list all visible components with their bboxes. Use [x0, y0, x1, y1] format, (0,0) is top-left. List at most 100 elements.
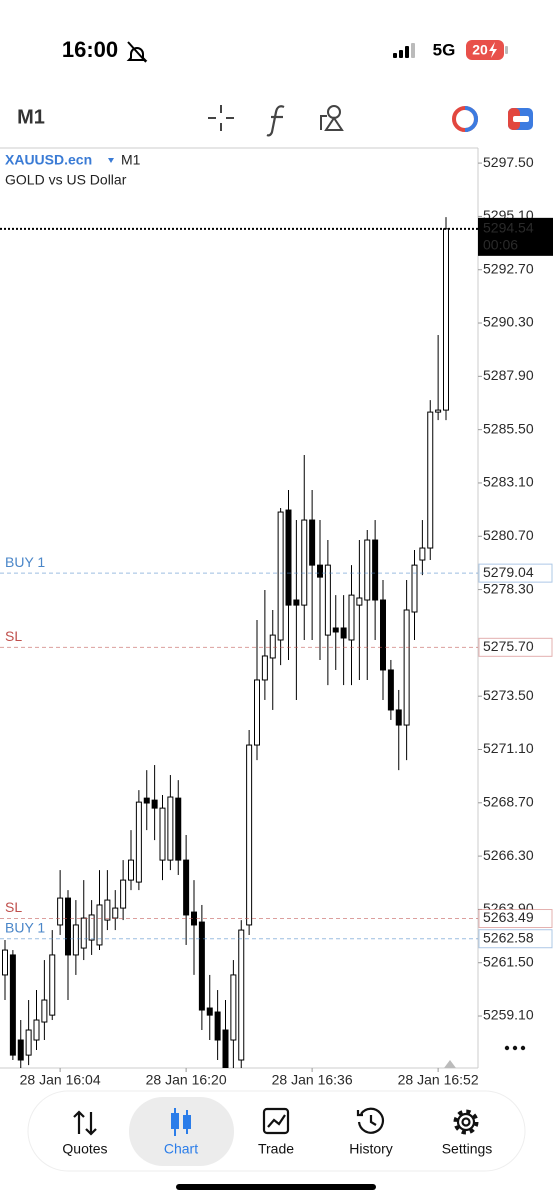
- candle-body-up: [238, 929, 245, 1061]
- candle-body-up: [348, 594, 355, 641]
- candle-body-up: [112, 907, 119, 919]
- candle-body-down: [380, 599, 386, 671]
- tab-label[interactable]: Settings: [442, 1141, 493, 1157]
- candle-body-down: [198, 921, 205, 1011]
- y-tick-label: 5297.50: [483, 154, 534, 170]
- level-name: BUY 1: [5, 919, 45, 935]
- scroll-marker[interactable]: [444, 1060, 456, 1068]
- y-tick-label: 5266.30: [483, 847, 534, 863]
- candle-body-up: [443, 228, 449, 411]
- candle-body-down: [387, 669, 394, 711]
- y-tick-label: 5280.70: [483, 527, 534, 543]
- chart-icon[interactable]: [171, 1108, 191, 1136]
- candle-body-up: [277, 511, 284, 641]
- candle-body-down: [17, 1039, 24, 1061]
- candle-body-up: [88, 914, 95, 941]
- candle-body-down: [206, 1007, 213, 1016]
- home-indicator: [176, 1184, 376, 1190]
- candle-body-up: [33, 1019, 40, 1041]
- settings-icon[interactable]: [453, 1109, 479, 1135]
- tab-label[interactable]: Chart: [164, 1141, 198, 1157]
- candle-body-up: [41, 999, 48, 1023]
- indicators-button[interactable]: [266, 105, 285, 137]
- y-tick-label: 5283.10: [483, 474, 534, 490]
- tab-label[interactable]: History: [349, 1141, 393, 1157]
- level-price-box: [478, 929, 553, 949]
- quotes-icon[interactable]: [73, 1110, 97, 1136]
- level-name: SL: [5, 899, 22, 915]
- y-tick-label: 5287.90: [483, 367, 534, 383]
- mute-icon: [126, 41, 148, 63]
- candle-body-up: [427, 411, 434, 549]
- candle-body-up: [49, 954, 56, 1016]
- trade-button[interactable]: [452, 106, 478, 132]
- timeframe-button[interactable]: M1: [17, 106, 45, 128]
- candle-body-down: [175, 797, 182, 861]
- y-tick-label: 5271.10: [483, 740, 534, 756]
- candle-body-up: [261, 655, 268, 681]
- candle-body-up: [356, 597, 363, 606]
- bar-countdown: 00:06: [483, 237, 518, 253]
- candle-body-up: [135, 801, 142, 883]
- candle-body-up: [269, 634, 276, 659]
- x-tick-label: 28 Jan 16:04: [20, 1072, 101, 1088]
- network: 5G: [433, 40, 456, 59]
- candle-body-up: [80, 917, 87, 949]
- candle-body-down: [395, 709, 402, 726]
- status-time: 16:00: [62, 37, 118, 62]
- candle-body-up: [128, 859, 134, 881]
- trade-icon[interactable]: [262, 1107, 290, 1135]
- candle-body-down: [143, 797, 150, 804]
- symbol-dropdown[interactable]: [108, 158, 114, 163]
- history-icon[interactable]: [356, 1107, 385, 1134]
- current-price-box: [478, 217, 553, 256]
- candles: [2, 217, 449, 1068]
- candle-body-up: [324, 564, 331, 636]
- crosshair-button[interactable]: [208, 105, 234, 131]
- tab-label[interactable]: Quotes: [62, 1141, 107, 1157]
- y-tick-label: 5259.10: [483, 1007, 534, 1023]
- symbol[interactable]: XAUUSD.ecn: [5, 152, 92, 168]
- candle-body-down: [151, 799, 158, 809]
- candle-body-down: [285, 509, 292, 606]
- current-price: 5294.54: [483, 220, 534, 236]
- candle-body-up: [25, 1029, 32, 1056]
- chart-timeframe: M1: [121, 152, 141, 168]
- candle-body-up: [120, 879, 127, 909]
- candle-body-up: [57, 897, 64, 926]
- x-tick-label: 28 Jan 16:52: [398, 1072, 479, 1088]
- y-tick-label: 5278.30: [483, 580, 534, 596]
- candle-body-down: [222, 1029, 229, 1068]
- level-price: 5262.58: [483, 929, 534, 945]
- candle-body-down: [183, 859, 190, 916]
- candle-body-down: [9, 954, 16, 1056]
- level-name: BUY 1: [5, 554, 45, 570]
- level-price: 5275.70: [483, 638, 534, 654]
- candle-body-up: [435, 409, 442, 413]
- candle-body-up: [159, 807, 166, 861]
- level-price: 5263.49: [483, 909, 534, 925]
- symbol-description: GOLD vs US Dollar: [5, 172, 127, 188]
- level-price-box: [478, 909, 553, 929]
- level-price-box: [478, 563, 553, 583]
- candle-body-down: [332, 627, 339, 633]
- y-tick-label: 5273.50: [483, 687, 534, 703]
- objects-button[interactable]: [320, 105, 344, 131]
- x-tick-label: 28 Jan 16:20: [146, 1072, 227, 1088]
- account-button[interactable]: [508, 108, 533, 130]
- tab-bar: [27, 1090, 526, 1172]
- candle-body-up: [246, 744, 253, 926]
- candle-body-down: [317, 564, 323, 578]
- candle-body-up: [254, 679, 260, 746]
- y-tick-label: 5268.70: [483, 793, 534, 809]
- more-button[interactable]: [504, 1045, 526, 1051]
- battery-level: 20: [472, 42, 488, 58]
- candle-body-down: [293, 599, 300, 606]
- candle-body-up: [364, 539, 371, 601]
- candle-body-up: [96, 904, 103, 946]
- level-name: SL: [5, 628, 22, 644]
- x-tick-label: 28 Jan 16:36: [272, 1072, 353, 1088]
- tab-label[interactable]: Trade: [258, 1141, 294, 1157]
